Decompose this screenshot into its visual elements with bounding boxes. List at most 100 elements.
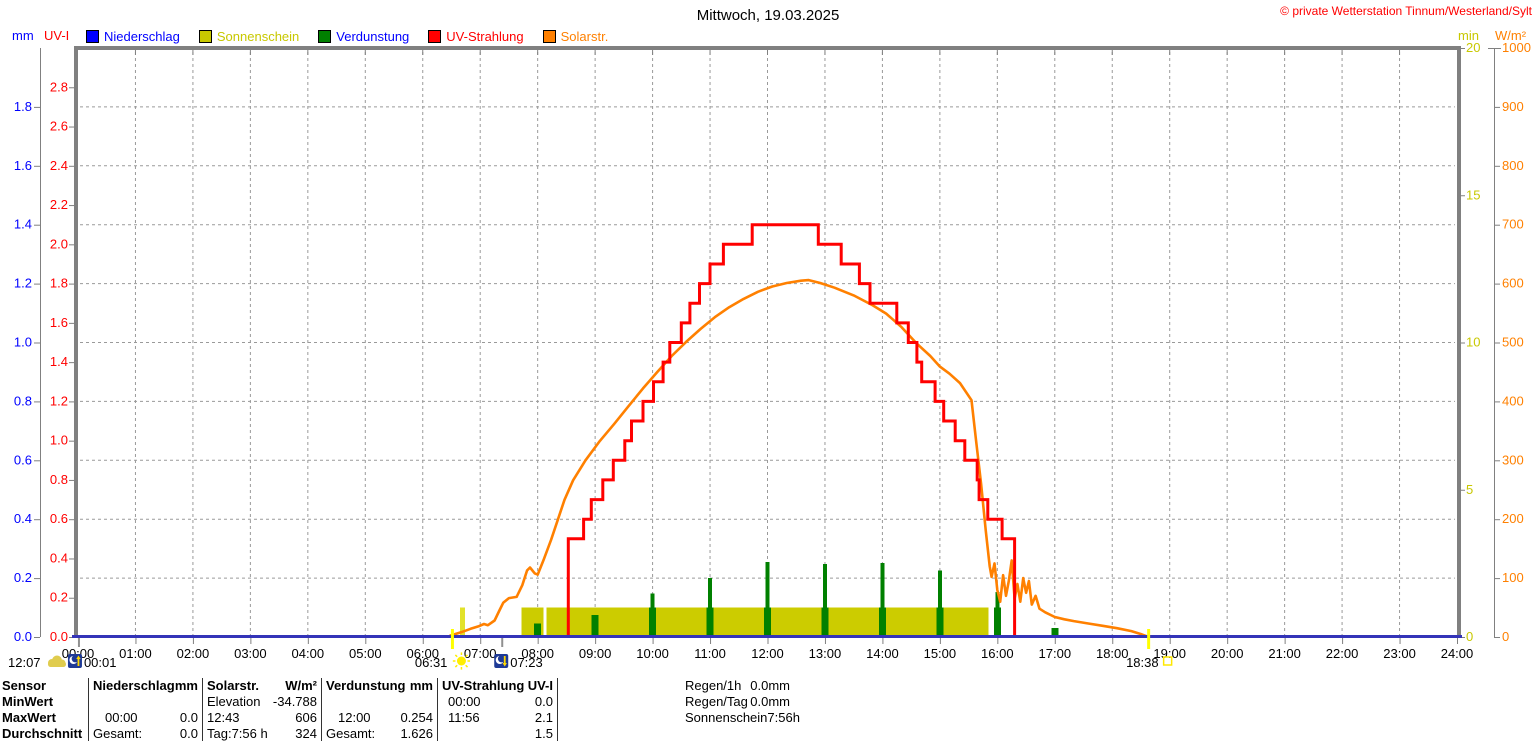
svg-text:500: 500 — [1502, 335, 1524, 350]
svg-text:01:00: 01:00 — [119, 646, 152, 661]
svg-text:07:23: 07:23 — [510, 655, 543, 670]
svg-text:07:00: 07:00 — [464, 646, 497, 661]
legend-swatch-icon — [318, 30, 332, 43]
table-row-label: Sensor — [0, 678, 89, 694]
svg-text:17:00: 17:00 — [1039, 646, 1072, 661]
table-cell-niederschlag: 00:00 0.0 — [89, 710, 203, 726]
stats-table: Sensor Niederschlag mm Solarstr. W/m² Verduns… — [0, 678, 800, 741]
svg-text:00:01: 00:01 — [84, 655, 117, 670]
svg-text:600: 600 — [1502, 276, 1524, 291]
svg-text:1.0: 1.0 — [14, 335, 32, 350]
table-row-label: Durchschnitt — [0, 726, 89, 741]
table-summary-cell: Regen/1h 0.0mm — [685, 678, 790, 693]
table-cell-uvstrahlung: 1.5 — [438, 726, 558, 741]
svg-text:19:00: 19:00 — [1153, 646, 1186, 661]
table-cell-uvstrahlung: 11:56 2.1 — [438, 710, 558, 726]
svg-text:1.0: 1.0 — [50, 433, 68, 448]
svg-text:1.2: 1.2 — [14, 276, 32, 291]
svg-text:13:00: 13:00 — [809, 646, 842, 661]
moon-cloud-icon — [48, 655, 66, 667]
table-summary-cell: Sonnenschein 7:56h — [685, 710, 800, 725]
svg-text:100: 100 — [1502, 570, 1524, 585]
svg-text:0.8: 0.8 — [50, 472, 68, 487]
legend-item-solarstr: Solarstr. — [542, 29, 609, 44]
moonrise-icon — [67, 654, 82, 668]
svg-text:1.4: 1.4 — [50, 354, 68, 369]
svg-text:20: 20 — [1466, 40, 1480, 55]
legend-swatch-icon — [198, 30, 212, 43]
uv-line — [566, 223, 1017, 635]
table-cell-niederschlag: Gesamt: 0.0 — [89, 726, 203, 741]
svg-text:16:00: 16:00 — [981, 646, 1014, 661]
axes: 1.8 1.6 1.4 1.2 1.0 0.8 0.6 0.4 0.2 0.0 2.8 2.6 2.4 2… — [14, 40, 1531, 644]
sunset-icon — [1162, 656, 1173, 666]
svg-text:09:00: 09:00 — [579, 646, 612, 661]
svg-text:15: 15 — [1466, 187, 1480, 202]
legend-item-niederschlag: Niederschlag — [86, 29, 180, 44]
legend-item-verdunstung: Verdunstung — [318, 29, 409, 44]
svg-text:2.6: 2.6 — [50, 119, 68, 134]
table-summary-cell: Regen/Tag 0.0mm — [685, 694, 790, 709]
svg-text:700: 700 — [1502, 217, 1524, 232]
svg-text:05:00: 05:00 — [349, 646, 382, 661]
svg-text:400: 400 — [1502, 393, 1524, 408]
svg-text:02:00: 02:00 — [177, 646, 210, 661]
table-cell-solarstr: Tag:7:56 h 324 — [203, 726, 322, 741]
moonset-icon — [494, 654, 509, 668]
legend-label: UV-Strahlung — [446, 29, 524, 44]
svg-text:1.6: 1.6 — [50, 315, 68, 330]
table-summary-cell — [558, 726, 795, 741]
svg-text:23:00: 23:00 — [1383, 646, 1416, 661]
svg-text:2.4: 2.4 — [50, 158, 68, 173]
table-cell-solarstr: 12:43 606 — [203, 710, 322, 726]
svg-text:22:00: 22:00 — [1326, 646, 1359, 661]
sunrise-sun-icon — [452, 652, 471, 670]
svg-text:0.6: 0.6 — [50, 511, 68, 526]
table-cell-verdunstung — [322, 694, 438, 710]
svg-text:0: 0 — [1502, 629, 1509, 644]
svg-text:0.2: 0.2 — [50, 590, 68, 605]
svg-text:08:00: 08:00 — [521, 646, 554, 661]
axis-unit-wm2: W/m² — [1495, 28, 1527, 43]
svg-text:18:38: 18:38 — [1126, 655, 1159, 670]
legend-swatch-icon — [542, 30, 556, 43]
svg-text:0.6: 0.6 — [14, 452, 32, 467]
svg-text:0.0: 0.0 — [50, 629, 68, 644]
svg-text:0.4: 0.4 — [14, 511, 32, 526]
table-cell-niederschlag — [89, 694, 203, 710]
svg-text:0.0: 0.0 — [14, 629, 32, 644]
svg-text:0.2: 0.2 — [14, 570, 32, 585]
x-axis: 00:00 01:00 02:00 03:00 04:00 05:00 06:00 07:00… — [62, 635, 1474, 661]
svg-text:2.0: 2.0 — [50, 236, 68, 251]
svg-text:0.8: 0.8 — [14, 393, 32, 408]
svg-text:1.2: 1.2 — [50, 393, 68, 408]
table-cell-uvstrahlung: UV-Strahlung UV-I — [438, 678, 558, 694]
svg-text:12:00: 12:00 — [751, 646, 784, 661]
legend-label: Niederschlag — [104, 29, 180, 44]
svg-text:0: 0 — [1466, 629, 1473, 644]
legend-label: Solarstr. — [560, 29, 609, 44]
solar-line — [449, 278, 1150, 639]
table-cell-niederschlag: Niederschlag mm — [89, 678, 203, 694]
svg-text:2.8: 2.8 — [50, 79, 68, 94]
svg-text:800: 800 — [1502, 158, 1524, 173]
table-cell-solarstr: Elevation -34.788 — [203, 694, 322, 710]
svg-text:200: 200 — [1502, 511, 1524, 526]
legend: Niederschlag Sonnenschein Verdunstung UV-St… — [86, 29, 627, 44]
svg-text:1.6: 1.6 — [14, 158, 32, 173]
svg-text:11:00: 11:00 — [694, 646, 726, 661]
svg-text:1.8: 1.8 — [50, 276, 68, 291]
svg-text:15:00: 15:00 — [924, 646, 957, 661]
svg-text:1.4: 1.4 — [14, 217, 32, 232]
table-cell-verdunstung: Gesamt: 1.626 — [322, 726, 438, 741]
verdunstung-bars — [534, 562, 1059, 635]
svg-text:1.8: 1.8 — [14, 99, 32, 114]
copyright-text: © private Wetterstation Tinnum/Westerlan… — [1280, 4, 1532, 18]
svg-text:21:00: 21:00 — [1268, 646, 1301, 661]
table-cell-verdunstung: Verdunstung mm — [322, 678, 438, 694]
svg-text:24:00: 24:00 — [1441, 646, 1474, 661]
svg-text:20:00: 20:00 — [1211, 646, 1244, 661]
legend-swatch-icon — [428, 30, 442, 43]
svg-text:06:31: 06:31 — [415, 655, 448, 670]
